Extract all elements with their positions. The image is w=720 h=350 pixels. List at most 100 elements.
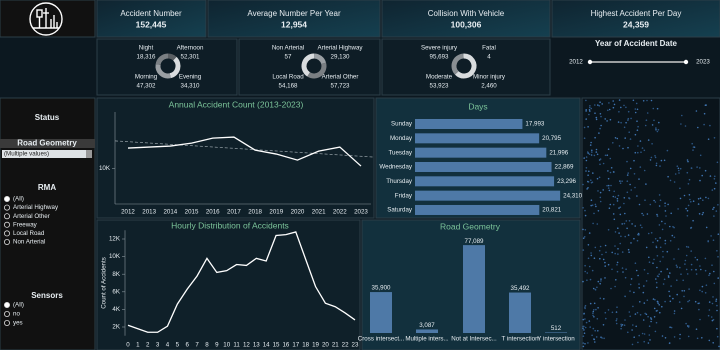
map-dot — [630, 117, 632, 120]
radio[interactable] — [4, 195, 10, 202]
map-dot — [583, 236, 586, 238]
map-dot — [708, 274, 710, 277]
map-dot — [686, 171, 689, 174]
map-dot — [690, 227, 692, 229]
map-dot — [697, 198, 700, 200]
radio[interactable] — [4, 204, 10, 211]
donut-segment — [167, 53, 177, 61]
map-dot — [699, 179, 701, 182]
map-dot — [669, 240, 672, 242]
map-dot — [686, 273, 689, 275]
map-dot — [616, 270, 619, 273]
map-dot — [712, 239, 715, 241]
value-label: 21,996 — [549, 149, 568, 156]
map-dot — [600, 278, 602, 280]
map-dot — [590, 252, 592, 254]
slider-handle[interactable] — [587, 59, 593, 65]
map-dot — [685, 254, 688, 257]
map-dot — [641, 226, 643, 229]
map-dot — [650, 99, 653, 102]
map-dot — [673, 226, 675, 229]
radio[interactable] — [4, 310, 10, 317]
map-dot — [669, 272, 671, 274]
map-dot — [715, 298, 718, 301]
map-dot — [647, 342, 650, 344]
kpi-value: 12,954 — [281, 19, 307, 29]
filter-panel — [552, 39, 720, 95]
map-dot — [658, 224, 661, 226]
map-dot — [637, 145, 639, 147]
map-dot — [679, 197, 682, 200]
map-dot — [696, 258, 699, 261]
map-dot — [595, 118, 598, 121]
map-dot — [652, 241, 654, 244]
map-dot — [686, 159, 689, 161]
map-dot — [593, 302, 596, 305]
map-dot — [672, 225, 674, 228]
y-tick-label: 4K — [112, 306, 120, 313]
map-dot — [623, 222, 626, 225]
map-dot — [685, 245, 688, 248]
map-dot — [616, 261, 619, 264]
donut-label: Arterial Other — [322, 74, 359, 81]
map-dot — [592, 222, 594, 225]
category-label: Not at Intersec... — [451, 336, 497, 343]
map-dot — [679, 167, 682, 170]
map-dot — [594, 203, 597, 206]
kpi-value: 152,445 — [136, 19, 167, 29]
filter-title: Sensors — [31, 291, 63, 300]
map-dot — [637, 151, 639, 154]
map-dot — [644, 199, 646, 201]
dropdown[interactable] — [2, 150, 92, 158]
map-dot — [673, 181, 676, 183]
map-dot — [652, 262, 654, 265]
map-dot — [584, 214, 587, 217]
kpi-panel — [96, 0, 207, 38]
map-dot — [708, 339, 711, 342]
radio[interactable] — [4, 238, 10, 245]
map-dot — [633, 291, 635, 294]
radio[interactable] — [4, 319, 10, 326]
radio[interactable] — [4, 213, 10, 220]
map-dot — [604, 311, 607, 314]
map-dot — [636, 120, 638, 122]
chart-title: Annual Accident Count (2013-2023) — [169, 99, 304, 109]
map-dot — [656, 215, 659, 217]
map-dot — [652, 298, 655, 300]
map-dot — [585, 159, 588, 162]
map-dot — [688, 299, 691, 302]
kpi-label: Accident Number — [120, 9, 182, 18]
donut-label: Afternoon — [177, 45, 204, 52]
dropdown-arrow[interactable] — [86, 150, 92, 158]
category-label: T intersection — [501, 336, 539, 343]
map-dot — [673, 258, 675, 260]
map-dot — [593, 212, 595, 215]
map-dot — [666, 268, 669, 270]
map-dot — [678, 172, 680, 174]
map-dot — [705, 284, 708, 287]
y-tick-label: 6K — [112, 288, 120, 295]
donut-value: 53,923 — [430, 83, 449, 90]
map-dot — [716, 161, 719, 164]
radio[interactable] — [4, 230, 10, 237]
map-dot — [647, 272, 649, 275]
map-dot — [611, 311, 614, 314]
chart-title: Hourly Distribution of Accidents — [171, 220, 289, 230]
map-dot — [583, 126, 586, 129]
map-dot — [688, 288, 690, 290]
map-dot — [661, 335, 664, 337]
map-dot — [710, 235, 712, 237]
radio-label: (All) — [13, 196, 24, 203]
map-dot — [713, 282, 716, 285]
map-dot — [619, 182, 622, 184]
map-dot — [654, 155, 656, 157]
map-dot — [697, 126, 699, 129]
slider-handle[interactable] — [683, 59, 689, 65]
map-dot — [641, 212, 643, 215]
radio[interactable] — [4, 301, 10, 308]
radio[interactable] — [4, 221, 10, 228]
map-dot — [656, 275, 659, 277]
map-dot — [645, 280, 648, 282]
map-dot — [624, 295, 626, 298]
map-dot — [616, 200, 619, 202]
